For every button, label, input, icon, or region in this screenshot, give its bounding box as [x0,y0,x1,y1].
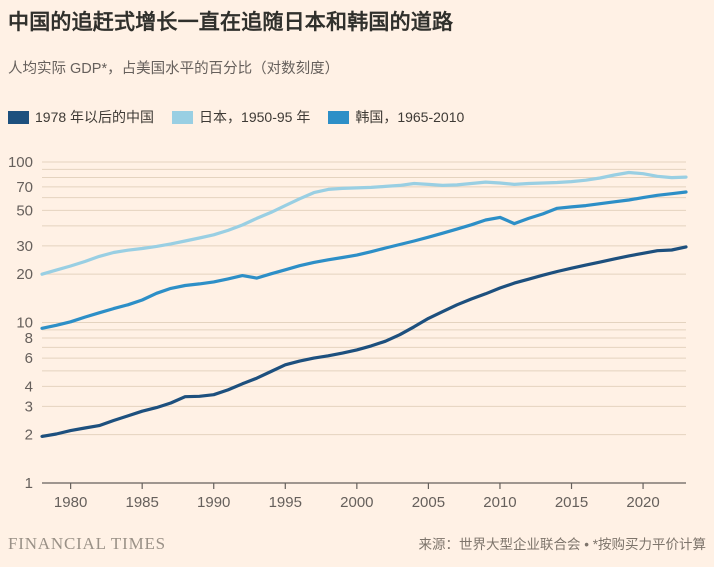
legend-label: 韩国，1965-2010 [355,109,465,125]
chart-title: 中国的追赶式增长一直在追随日本和韩国的道路 [8,11,454,34]
y-tick-label: 2 [25,427,33,444]
y-tick-label: 1 [25,475,33,492]
y-tick-label: 100 [8,154,33,171]
series-line-0 [40,245,688,438]
x-tick-label: 1980 [54,494,87,511]
x-tick-label: 2000 [340,494,373,511]
x-tick-label: 2015 [555,494,588,511]
legend-swatch [8,110,29,124]
legend-item: 韩国，1965-2010 [328,107,464,127]
chart-legend: 1978 年以后的中国 日本，1950-95 年 韩国，1965-2010 [8,107,464,127]
legend-label: 1978 年以后的中国 [35,109,155,125]
y-tick-label: 50 [16,202,33,219]
series-line-2 [40,190,688,330]
x-tick-label: 2010 [483,494,516,511]
x-tick-label: 1985 [125,494,158,511]
x-tick-label: 1990 [197,494,230,511]
x-tick-label: 2020 [626,494,659,511]
source-note: 来源：世界大型企业联合会 • *按购买力平价计算 [418,537,706,552]
y-tick-label: 70 [16,179,33,196]
x-tick-label: 2005 [412,494,445,511]
chart-subtitle: 人均实际 GDP*，占美国水平的百分比（对数刻度） [8,61,340,77]
series-line-1 [40,170,688,276]
y-tick-label: 10 [16,315,33,332]
y-tick-label: 20 [16,266,33,283]
legend-swatch [172,110,194,124]
y-tick-label: 6 [25,350,33,367]
line-chart: 1 2 3 4 6 810 20 30 50 70 100 1980 1985 1990 1995 2000 2… [8,154,688,511]
y-tick-label: 8 [25,330,33,347]
legend-label: 日本，1950-95 年 [199,109,311,125]
legend-item: 日本，1950-95 年 [172,107,310,127]
legend-item: 1978 年以后的中国 [8,107,154,127]
y-tick-label: 4 [25,378,33,395]
y-tick-label: 30 [16,238,33,255]
chart-footer: FINANCIAL TIMES 来源：世界大型企业联合会 • *按购买力平价计算 [8,533,706,554]
y-tick-label: 3 [25,398,33,415]
ft-brand: FINANCIAL TIMES [8,534,166,553]
x-tick-label: 1995 [269,494,302,511]
legend-swatch [328,110,350,124]
